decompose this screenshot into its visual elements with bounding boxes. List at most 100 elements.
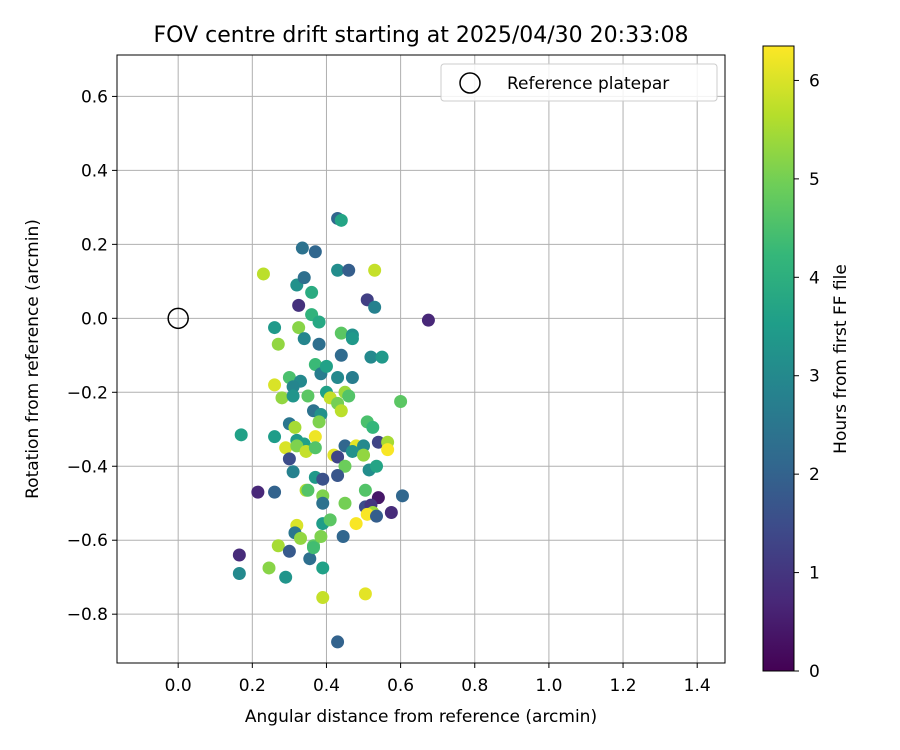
data-point [282,452,296,466]
data-point [338,459,352,473]
data-point [308,441,322,455]
data-point [331,263,345,277]
data-point [303,552,317,566]
scatter-points [232,211,435,649]
x-tick-label: 1.4 [684,676,711,696]
y-tick-label: 0.2 [81,235,108,255]
data-point [331,370,345,384]
x-tick-label: 0.8 [461,676,488,696]
data-point [334,348,348,362]
data-point [286,389,300,403]
colorbar-tick-label: 4 [809,268,820,288]
data-point [275,391,289,405]
data-point [368,300,382,314]
data-point [312,415,326,429]
y-axis-label: Rotation from reference (arcmin) [23,219,43,499]
data-point [268,430,282,444]
grid-lines [117,55,725,663]
x-tick-label: 1.0 [535,676,562,696]
data-point [297,271,311,285]
data-point [384,505,398,519]
data-point [331,635,345,649]
y-tick-label: −0.8 [67,605,108,625]
y-tick-label: 0.4 [81,161,108,181]
data-point [286,380,300,394]
data-point [357,439,371,453]
data-point [375,350,389,364]
data-point [271,539,285,553]
data-point [301,389,315,403]
legend-reference-marker [459,72,481,94]
colorbar-gradient [762,45,795,672]
y-tick-label: −0.2 [67,383,108,403]
x-tick-label: 1.2 [610,676,637,696]
data-point [292,321,306,335]
colorbar: 0 1 2 3 4 5 6 Hours from first FF file [762,45,851,682]
data-point [256,267,270,281]
data-point [371,435,385,449]
data-point [334,326,348,340]
data-point [297,332,311,346]
reference-platepar-marker [167,307,189,330]
data-point [331,450,345,464]
data-point [394,395,408,409]
colorbar-ticks: 0 1 2 3 4 5 6 [794,71,820,682]
data-point [301,483,315,497]
reference-layer [167,307,189,330]
y-tick-label: −0.4 [67,457,108,477]
data-point [336,530,350,544]
x-tick-label: 0.0 [165,676,192,696]
data-point [294,531,308,545]
data-point [364,350,378,364]
legend-box [440,63,718,102]
x-axis-ticks: 0.0 0.2 0.4 0.6 0.8 1.0 1.2 1.4 [165,663,711,696]
data-point [342,263,356,277]
plot-frame [116,54,726,664]
data-point [421,313,435,327]
colorbar-tick-label: 2 [809,465,820,485]
legend: Reference platepar [440,63,718,102]
data-point [345,332,359,346]
y-tick-label: −0.6 [67,531,108,551]
data-point [251,485,265,499]
data-point [268,485,282,499]
data-point [381,443,395,457]
data-point [395,489,409,503]
data-point [370,459,384,473]
x-tick-label: 0.6 [387,676,414,696]
data-point [305,285,319,299]
data-point [319,359,333,373]
data-point [232,548,246,562]
data-point [349,517,363,531]
data-point [312,337,326,351]
data-point [312,315,326,329]
data-point [345,444,359,458]
data-point [323,513,337,527]
data-point [345,370,359,384]
colorbar-tick-label: 0 [809,662,820,682]
data-point [358,483,372,497]
colorbar-tick-label: 1 [809,564,820,584]
data-point [271,337,285,351]
data-point [314,530,328,544]
data-point [279,570,293,584]
y-tick-label: 0.6 [81,87,108,107]
data-point [366,420,380,434]
data-point [292,298,306,312]
data-point [331,468,345,482]
data-point [308,245,322,259]
data-point [288,420,302,434]
data-point [282,544,296,558]
colorbar-tick-label: 3 [809,367,820,387]
data-point [316,561,330,575]
data-point [334,404,348,418]
x-axis-label: Angular distance from reference (arcmin) [245,707,597,727]
data-point [279,441,293,455]
data-point [308,430,322,444]
data-point [316,496,330,510]
data-point [342,389,356,403]
data-point [358,587,372,601]
data-point [234,428,248,442]
data-point [262,561,276,575]
